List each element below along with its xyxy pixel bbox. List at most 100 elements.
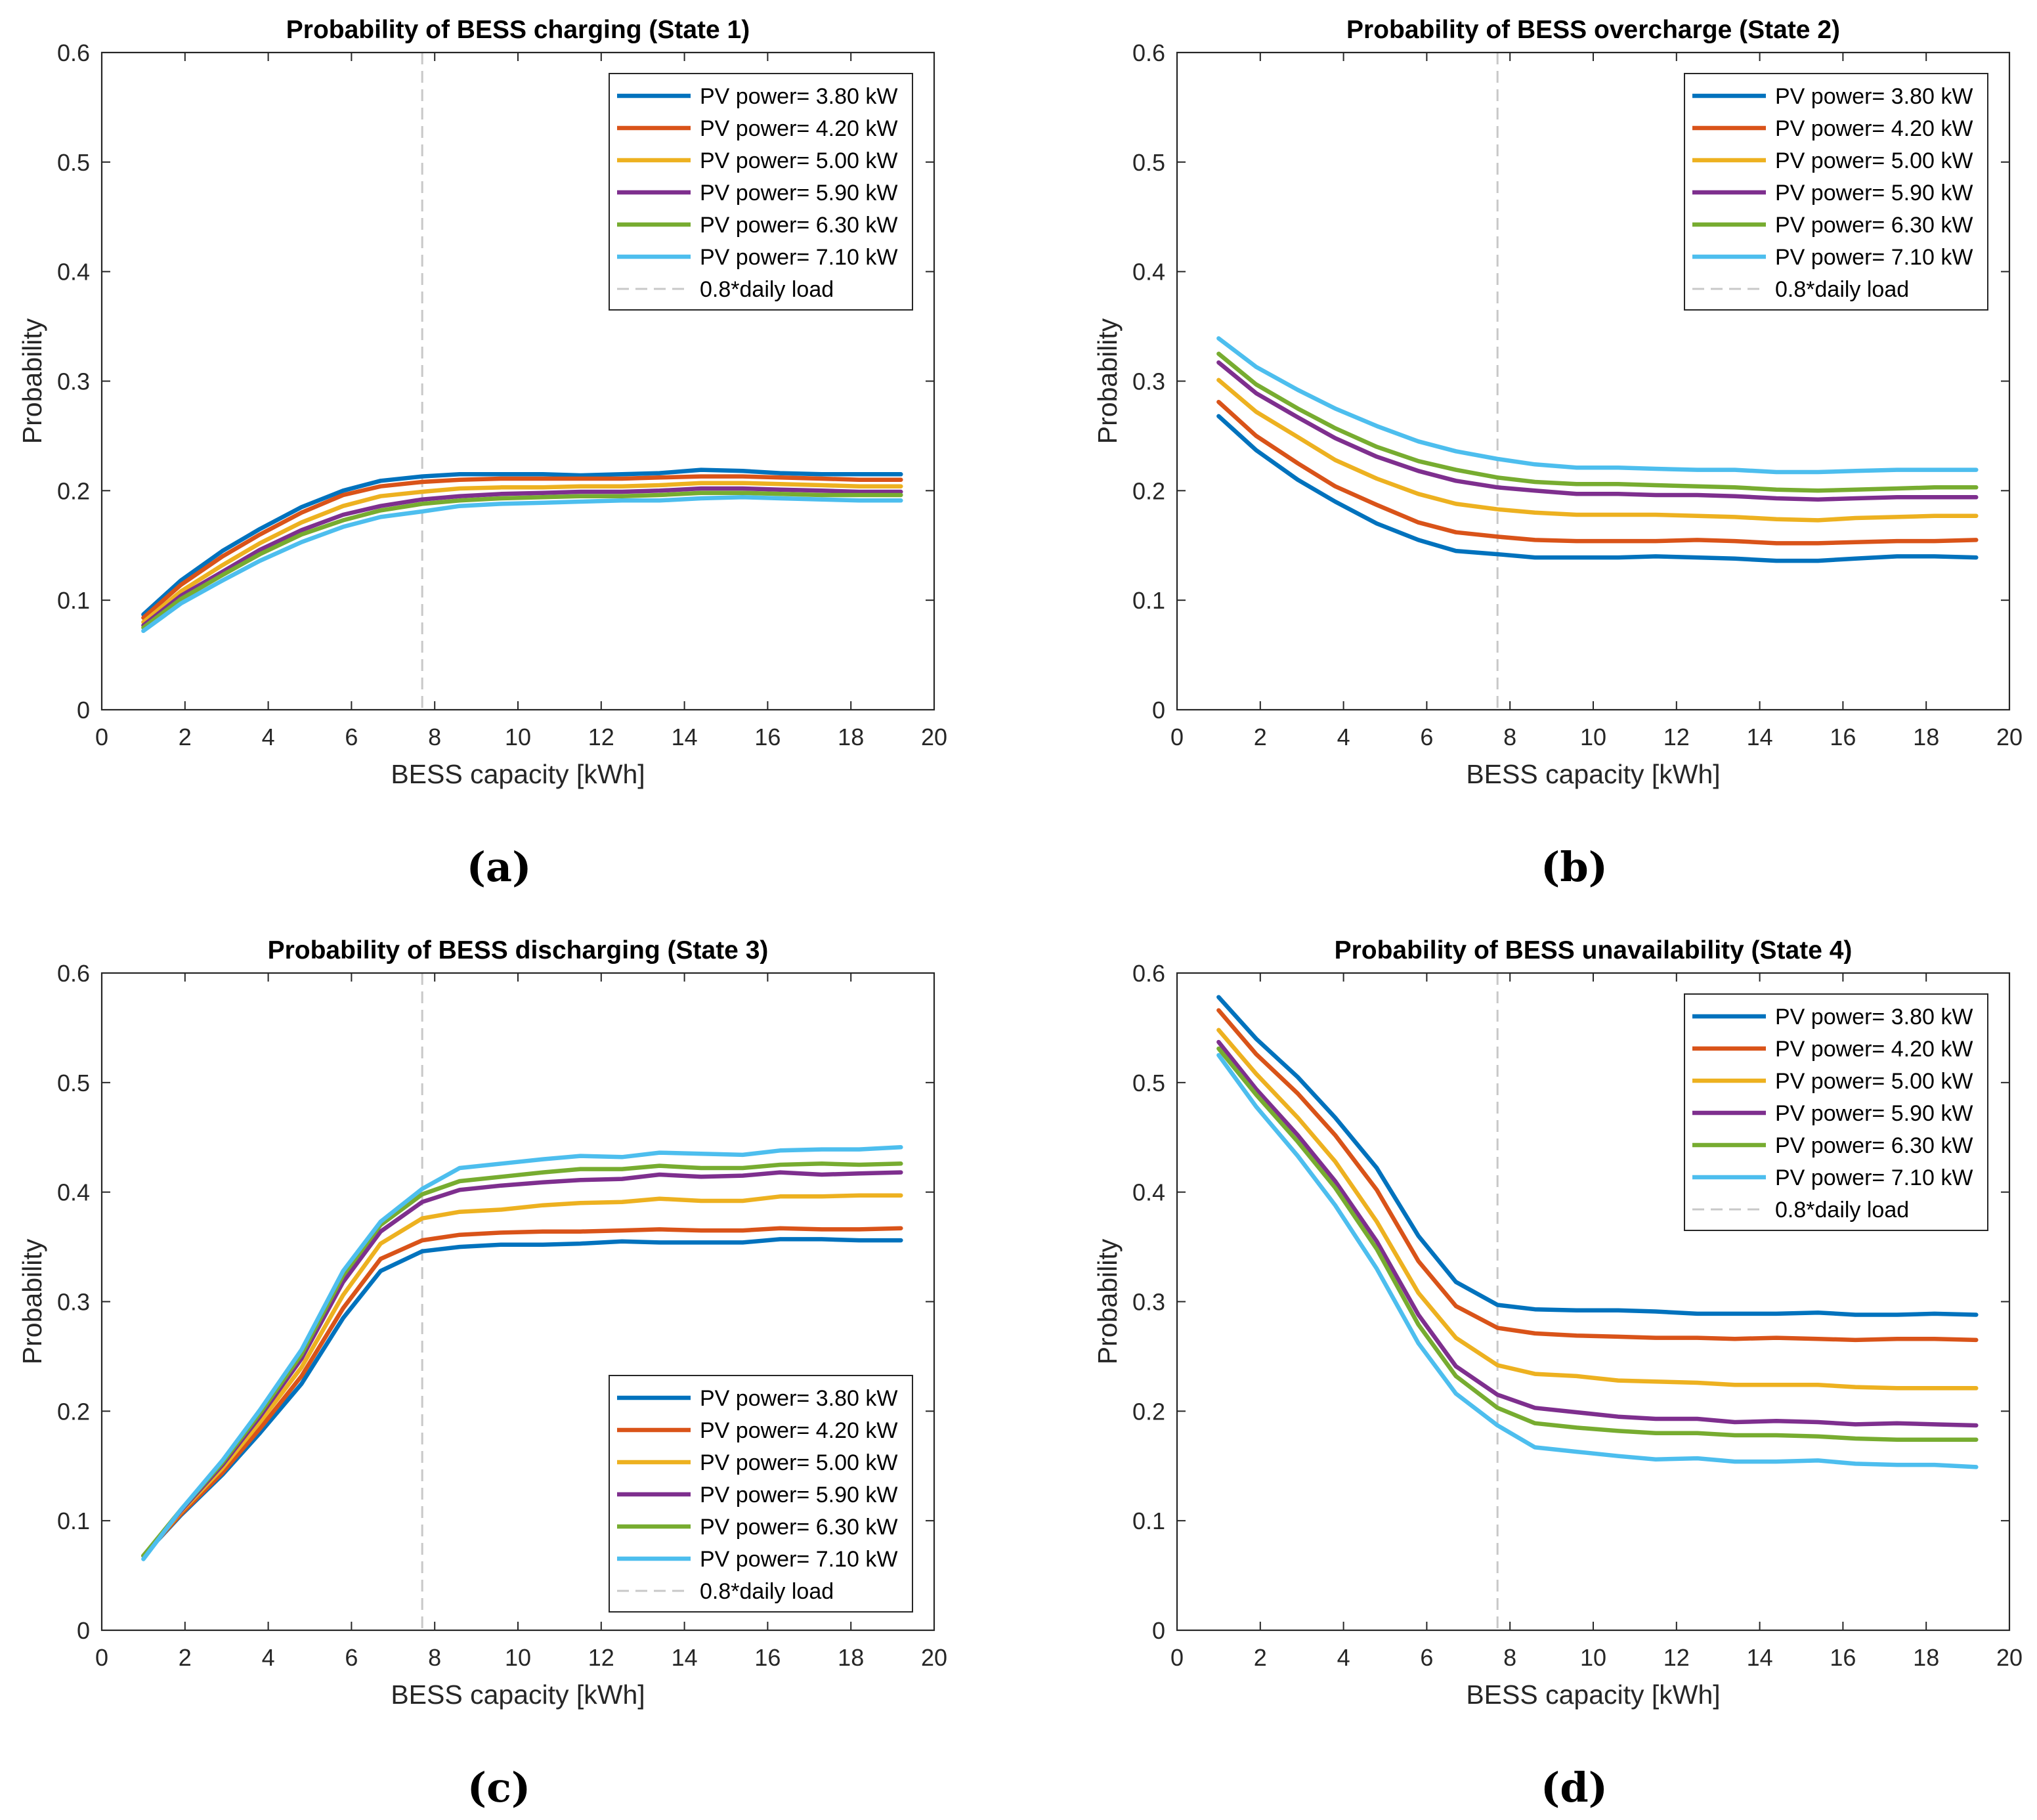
x-tick-label: 14 bbox=[1747, 1644, 1773, 1671]
legend-label-1: PV power= 3.80 kW bbox=[700, 84, 897, 109]
series-line-5 bbox=[1216, 351, 1979, 493]
y-tick-label: 0.4 bbox=[57, 259, 90, 286]
legend-label-reference: 0.8*daily load bbox=[1775, 277, 1909, 302]
x-tick-label: 18 bbox=[838, 1644, 864, 1671]
series-line-6 bbox=[1216, 336, 1979, 475]
series-line-5 bbox=[141, 490, 903, 630]
chart-panel-2: 0 2 4 6 8 10 12 14 16 18 20 0 0.1 0.2 0.3 0.4 0.5 0.6 Prob… bbox=[1092, 16, 2023, 891]
x-tick-label: 16 bbox=[754, 724, 781, 750]
legend-label-5: PV power= 6.30 kW bbox=[700, 1515, 897, 1540]
series-line-3 bbox=[141, 1193, 903, 1558]
y-tick-label: 0.3 bbox=[57, 368, 90, 395]
legend-label-3: PV power= 5.00 kW bbox=[1775, 1069, 1973, 1094]
legend-label-2: PV power= 4.20 kW bbox=[1775, 116, 1973, 141]
y-tick-label: 0.2 bbox=[57, 477, 90, 504]
series-line-4 bbox=[1216, 1039, 1979, 1428]
chart-title: Probability of BESS discharging (State 3… bbox=[268, 936, 769, 964]
legend: PV power= 3.80 kW PV power= 4.20 kW PV pow… bbox=[609, 73, 913, 311]
legend-label-3: PV power= 5.00 kW bbox=[700, 1450, 897, 1475]
y-tick-label: 0.6 bbox=[57, 960, 90, 987]
y-axis-label: Probability bbox=[1092, 318, 1123, 444]
x-tick-label: 0 bbox=[1170, 724, 1184, 750]
x-axis-label: BESS capacity [kWh] bbox=[391, 759, 645, 789]
x-tick-label: 8 bbox=[1503, 724, 1516, 750]
x-tick-label: 8 bbox=[428, 724, 441, 750]
legend-label-reference: 0.8*daily load bbox=[1775, 1198, 1909, 1223]
legend-label-1: PV power= 3.80 kW bbox=[700, 1386, 897, 1411]
y-tick-label: 0.1 bbox=[57, 587, 90, 614]
legend-label-6: PV power= 7.10 kW bbox=[1775, 1165, 1973, 1190]
x-axis-label: BESS capacity [kWh] bbox=[391, 1679, 645, 1710]
x-tick-label: 18 bbox=[838, 724, 864, 750]
y-axis-label: Probability bbox=[1092, 1238, 1123, 1364]
y-tick-label: 0.5 bbox=[57, 149, 90, 176]
series-line-4 bbox=[141, 486, 903, 628]
x-tick-label: 2 bbox=[1254, 1644, 1267, 1671]
x-tick-label: 16 bbox=[754, 1644, 781, 1671]
series-line-2 bbox=[1216, 1008, 1979, 1343]
legend-label-4: PV power= 5.90 kW bbox=[700, 181, 897, 206]
legend: PV power= 3.80 kW PV power= 4.20 kW PV pow… bbox=[609, 1375, 913, 1613]
series-line-1 bbox=[141, 467, 903, 617]
x-tick-label: 14 bbox=[1747, 724, 1773, 750]
legend-label-5: PV power= 6.30 kW bbox=[700, 213, 897, 238]
y-tick-label: 0.1 bbox=[1132, 587, 1165, 614]
x-tick-label: 8 bbox=[1503, 1644, 1516, 1671]
x-tick-label: 6 bbox=[345, 724, 358, 750]
x-tick-label: 6 bbox=[1420, 724, 1433, 750]
legend-label-reference: 0.8*daily load bbox=[700, 1579, 834, 1604]
legend: PV power= 3.80 kW PV power= 4.20 kW PV pow… bbox=[1684, 73, 1988, 311]
x-tick-label: 20 bbox=[921, 1644, 947, 1671]
series-line-3 bbox=[141, 481, 903, 624]
chart-title: Probability of BESS charging (State 1) bbox=[286, 16, 750, 44]
series-line-3 bbox=[1216, 1028, 1979, 1391]
y-tick-label: 0.1 bbox=[57, 1507, 90, 1534]
x-tick-label: 4 bbox=[1337, 724, 1350, 750]
y-tick-label: 0.2 bbox=[57, 1398, 90, 1425]
y-tick-label: 0.3 bbox=[1132, 368, 1165, 395]
chart-title: Probability of BESS overcharge (State 2) bbox=[1346, 16, 1840, 44]
x-tick-label: 12 bbox=[1663, 724, 1690, 750]
x-tick-label: 20 bbox=[1996, 1644, 2023, 1671]
legend: PV power= 3.80 kW PV power= 4.20 kW PV pow… bbox=[1684, 993, 1988, 1231]
y-tick-label: 0.5 bbox=[1132, 149, 1165, 176]
legend-label-2: PV power= 4.20 kW bbox=[700, 1418, 897, 1443]
y-tick-label: 0.4 bbox=[57, 1179, 90, 1206]
chart-panel-1: 0 2 4 6 8 10 12 14 16 18 20 0 0.1 0.2 0.3 0.4 0.5 0.6 Prob… bbox=[17, 16, 947, 891]
y-tick-label: 0.2 bbox=[1132, 1398, 1165, 1425]
legend-label-2: PV power= 4.20 kW bbox=[1775, 1037, 1973, 1062]
legend-label-4: PV power= 5.90 kW bbox=[1775, 1101, 1973, 1126]
x-tick-label: 4 bbox=[262, 724, 275, 750]
y-tick-label: 0.3 bbox=[57, 1289, 90, 1316]
y-tick-label: 0.4 bbox=[1132, 259, 1165, 286]
y-tick-label: 0.6 bbox=[1132, 39, 1165, 66]
x-tick-label: 20 bbox=[1996, 724, 2023, 750]
series-line-3 bbox=[1216, 378, 1979, 523]
series-line-4 bbox=[1216, 360, 1979, 502]
x-tick-label: 16 bbox=[1830, 1644, 1856, 1671]
x-tick-label: 6 bbox=[1420, 1644, 1433, 1671]
y-tick-label: 0.4 bbox=[1132, 1179, 1165, 1206]
x-tick-label: 2 bbox=[1254, 724, 1267, 750]
y-axis-label: Probability bbox=[17, 1238, 47, 1364]
y-tick-label: 0.6 bbox=[1132, 960, 1165, 987]
x-tick-label: 8 bbox=[428, 1644, 441, 1671]
legend-label-1: PV power= 3.80 kW bbox=[1775, 84, 1973, 109]
x-tick-label: 12 bbox=[588, 1644, 614, 1671]
chart-panel-4: 0 2 4 6 8 10 12 14 16 18 20 0 0.1 0.2 0.3 0.4 0.5 0.6 Prob… bbox=[1092, 936, 2023, 1811]
y-tick-label: 0 bbox=[1152, 1617, 1165, 1644]
series-line-1 bbox=[1216, 995, 1979, 1317]
series-line-1 bbox=[1216, 414, 1979, 563]
y-tick-label: 0.6 bbox=[57, 39, 90, 66]
panel-label: (d) bbox=[1541, 1764, 1608, 1811]
x-tick-label: 18 bbox=[1913, 1644, 1939, 1671]
x-tick-label: 2 bbox=[179, 1644, 192, 1671]
x-tick-label: 16 bbox=[1830, 724, 1856, 750]
x-tick-label: 0 bbox=[95, 1644, 108, 1671]
x-tick-label: 20 bbox=[921, 724, 947, 750]
series-line-6 bbox=[141, 495, 903, 634]
x-tick-label: 10 bbox=[1580, 1644, 1606, 1671]
x-tick-label: 4 bbox=[1337, 1644, 1350, 1671]
x-tick-label: 10 bbox=[1580, 724, 1606, 750]
